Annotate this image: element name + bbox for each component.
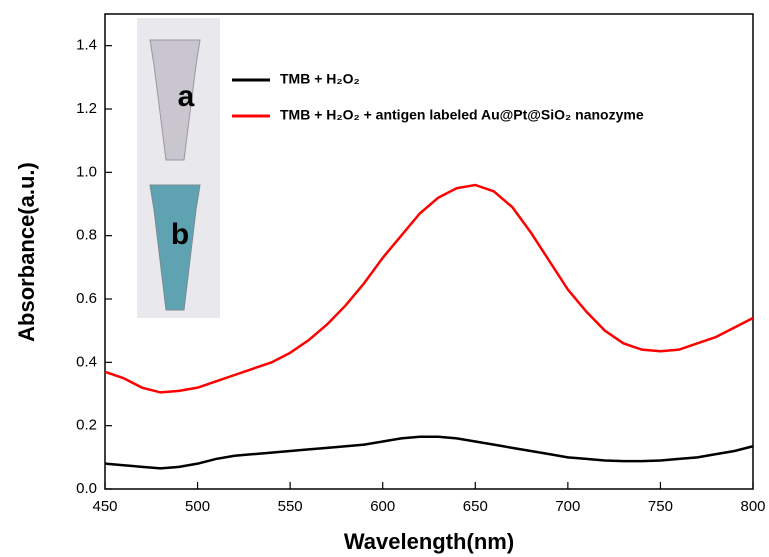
inset-label: b [171,218,189,251]
x-tick-label: 750 [648,498,673,515]
x-tick-label: 550 [278,498,303,515]
tube-a [149,39,201,161]
x-tick-label: 700 [555,498,580,515]
y-tick-label: 0.6 [76,290,97,307]
plot-frame [104,13,754,490]
y-tick-label: 1.0 [76,163,97,180]
y-tick-label: 0.2 [76,417,97,434]
legend-label: TMB + H₂O₂ [280,71,360,87]
x-tick-label: 500 [185,498,210,515]
y-tick-label: 0.0 [76,480,97,497]
legend-label: TMB + H₂O₂ + antigen labeled Au@Pt@SiO₂ … [280,107,644,123]
x-axis-title: Wavelength(nm) [344,529,514,554]
y-axis-title: Absorbance(a.u.) [14,162,39,342]
y-tick-label: 1.2 [76,100,97,117]
inset-photo: a b [137,18,220,318]
y-tick-label: 0.8 [76,227,97,244]
series-line [104,183,754,394]
x-tick-label: 450 [92,498,117,515]
x-tick-label: 650 [463,498,488,515]
x-tick-label: 800 [740,498,765,515]
x-tick-label: 600 [370,498,395,515]
y-tick-label: 1.4 [76,37,97,54]
series-line [104,435,754,470]
inset-label: a [178,80,195,113]
tube-b [149,184,201,311]
y-tick-label: 0.4 [76,353,97,370]
